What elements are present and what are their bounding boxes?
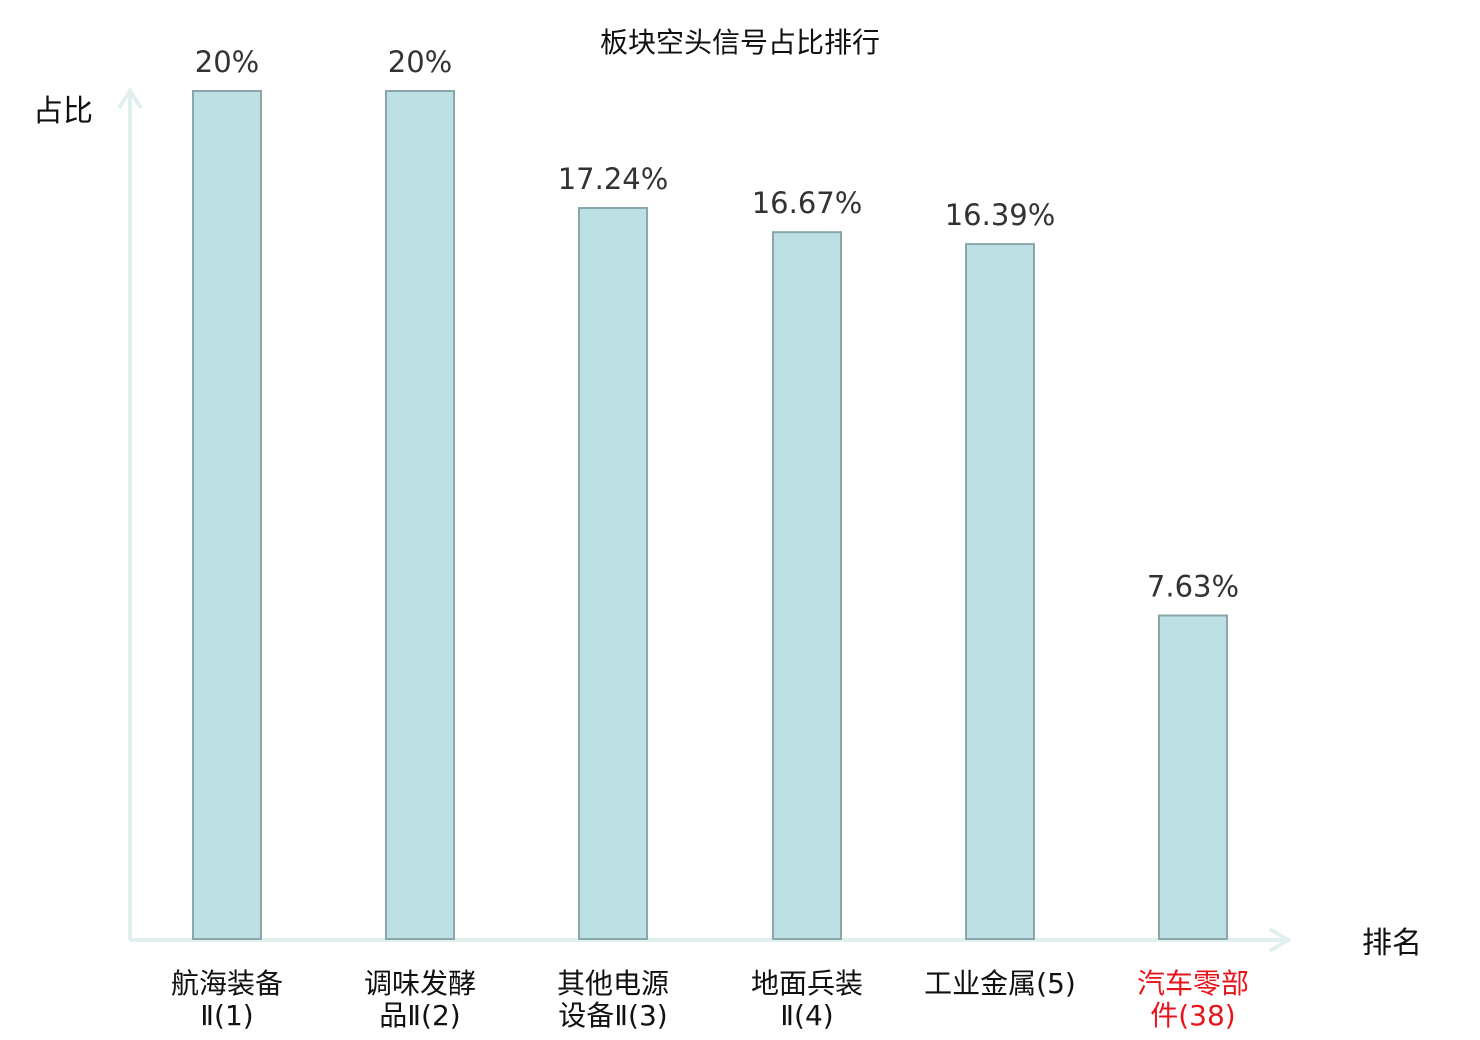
category-label-6: 汽车零部件(38)	[1137, 967, 1249, 1032]
bar-1	[192, 90, 262, 940]
category-label-line: 汽车零部	[1137, 967, 1249, 1000]
bar-5	[965, 243, 1035, 940]
axes	[117, 87, 1292, 953]
bar-6	[1158, 614, 1228, 940]
value-label-3: 17.24%	[558, 162, 669, 196]
value-label-5: 16.39%	[945, 198, 1056, 232]
bar-group	[192, 90, 1228, 941]
bar-4	[772, 231, 842, 940]
category-label-group: 航海装备 Ⅱ(1) 调味发酵品Ⅱ(2) 其他电源设备Ⅱ(3) 地面兵装 Ⅱ(4) 工业金属(…	[171, 967, 1249, 1032]
category-label-3: 其他电源设备Ⅱ(3)	[557, 967, 669, 1032]
category-label-line: 航海装备	[171, 967, 283, 1000]
value-label-2: 20%	[388, 45, 452, 79]
value-label-4: 16.67%	[752, 186, 863, 220]
y-axis-label: 占比	[33, 94, 93, 129]
bar-2	[385, 90, 455, 940]
category-label-line: Ⅱ(1)	[200, 999, 253, 1032]
category-label-1: 航海装备 Ⅱ(1)	[171, 967, 283, 1032]
value-label-1: 20%	[195, 45, 259, 79]
category-label-line: 其他电源	[557, 967, 669, 1000]
category-label-line: 调味发酵	[364, 967, 476, 1000]
category-label-5: 工业金属(5)	[924, 967, 1076, 1000]
chart-title: 板块空头信号占比排行	[600, 26, 880, 59]
bar-3	[578, 207, 648, 941]
x-axis-label: 排名	[1362, 926, 1422, 961]
category-label-line: Ⅱ(4)	[780, 999, 833, 1032]
category-label-line: 件(38)	[1150, 999, 1235, 1032]
y-axis-arrow	[117, 87, 143, 110]
category-label-line: 品Ⅱ(2)	[379, 999, 460, 1032]
category-label-2: 调味发酵品Ⅱ(2)	[364, 967, 476, 1032]
category-label-4: 地面兵装 Ⅱ(4)	[751, 967, 863, 1032]
category-label-line: 地面兵装	[751, 967, 863, 1000]
value-label-group: 20% 20% 17.24% 16.67% 16.39% 7.63%	[195, 45, 1239, 603]
value-label-6: 7.63%	[1147, 569, 1239, 603]
category-label-line: 设备Ⅱ(3)	[558, 999, 667, 1032]
category-label-line: 工业金属(5)	[924, 967, 1076, 1000]
x-axis-arrow	[1268, 927, 1292, 953]
